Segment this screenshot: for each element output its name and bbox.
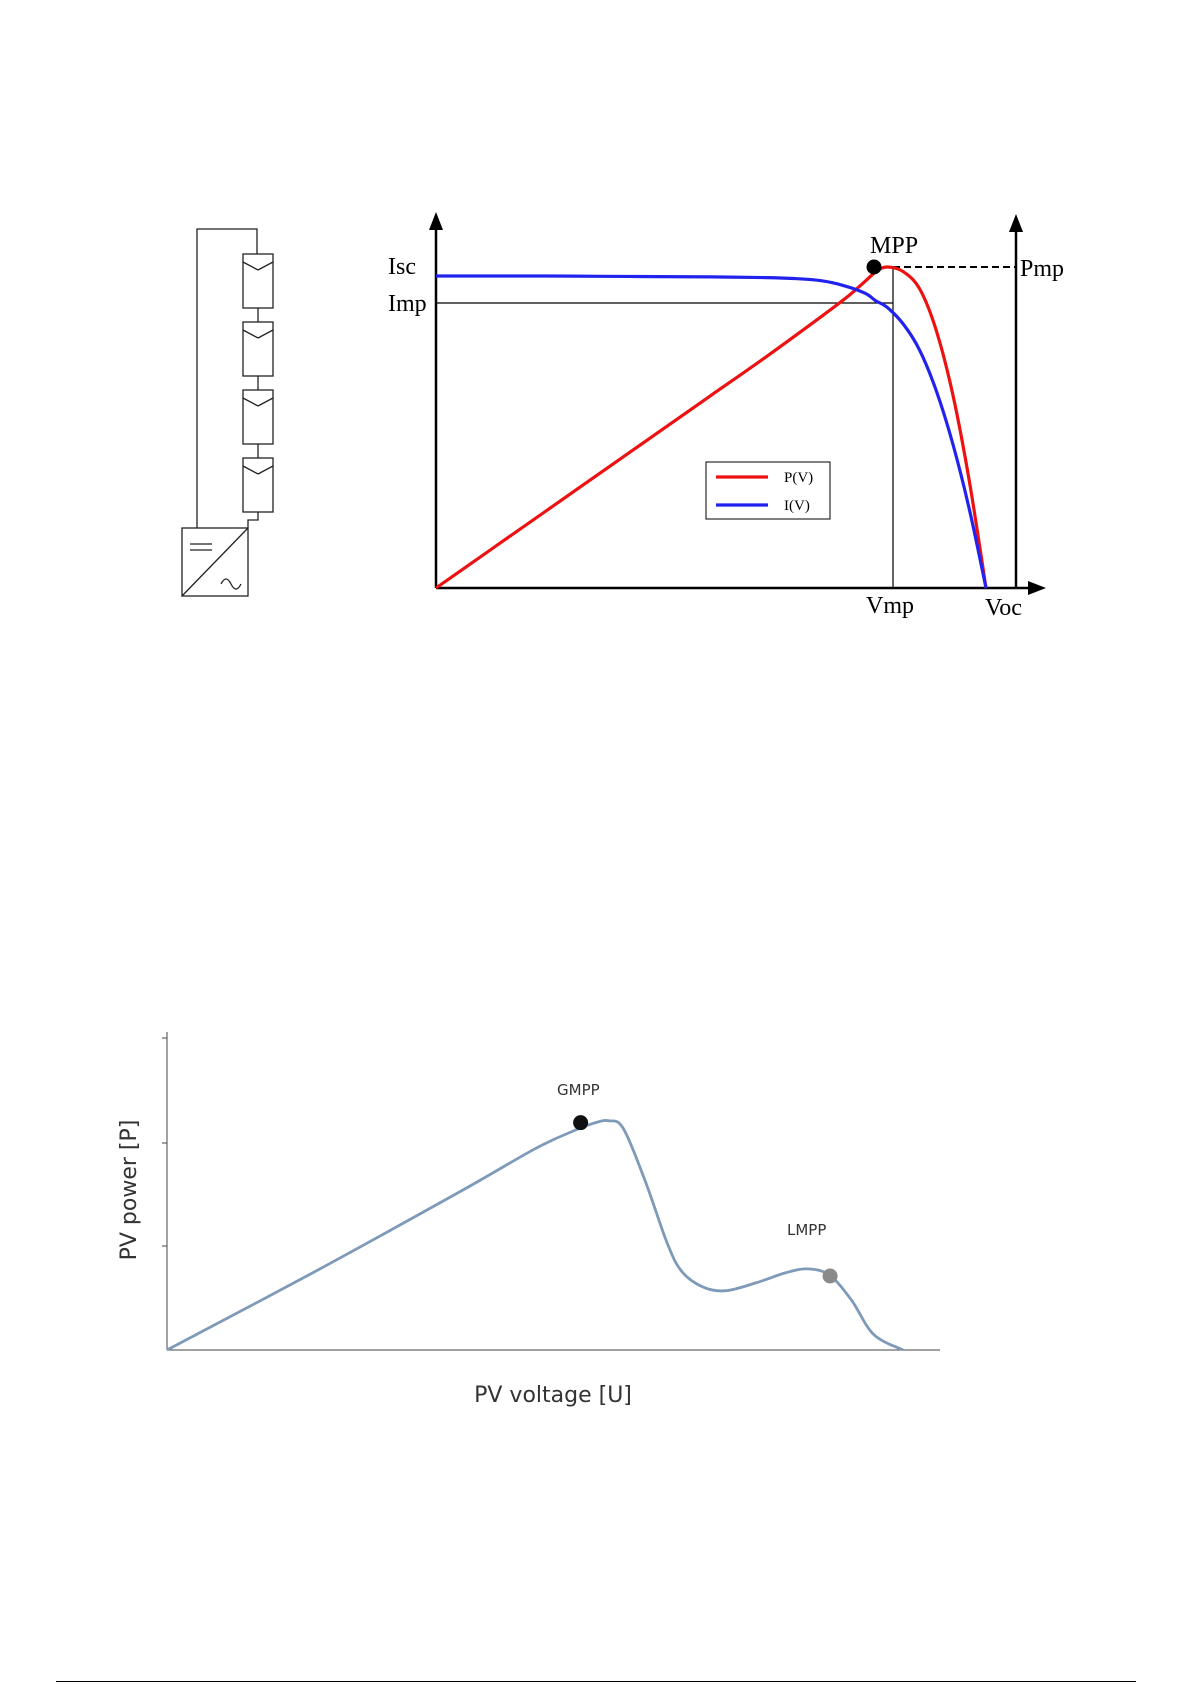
string-wire-right (247, 512, 259, 528)
legend-label-current: I(V) (784, 498, 810, 514)
pv-panel (242, 253, 274, 309)
page-bottom-rule (56, 1681, 1136, 1682)
legend: P(V) I(V) (705, 461, 831, 520)
pv-power-curve (166, 1119, 904, 1352)
lmpp-label: LMPP (787, 1221, 826, 1239)
x-tick-vmp: Vmp (866, 593, 914, 619)
y-tick-imp: Imp (388, 291, 427, 317)
lmpp-point (822, 1268, 838, 1284)
power-curve (435, 265, 988, 590)
legend-label-power: P(V) (784, 470, 813, 486)
x-axis-arrow (1028, 581, 1046, 595)
mpp-label: MPP (870, 233, 918, 259)
legend-box (705, 461, 831, 520)
y-axis-power-arrow (1009, 214, 1023, 232)
pv-panel (242, 389, 274, 445)
y-axis-arrow (429, 212, 443, 230)
mpp-point (866, 259, 882, 275)
pv-string-schematic (181, 228, 274, 597)
x-tick-voc: Voc (985, 595, 1022, 621)
y2-tick-pmp: Pmp (1020, 256, 1064, 282)
inverter-icon (181, 527, 249, 597)
pv-panel (242, 457, 274, 513)
gmpp-point (573, 1115, 589, 1131)
gmpp-lmpp-chart: GMPP LMPP PV voltage [U] PV power [P] (117, 1032, 940, 1408)
string-wire-left (196, 228, 258, 528)
gmpp-label: GMPP (557, 1081, 600, 1099)
y-tick-isc: Isc (388, 254, 416, 280)
pv-panel (242, 321, 274, 377)
current-curve (436, 274, 988, 589)
y-axis-label: PV power [P] (117, 1120, 142, 1261)
x-axis-label: PV voltage [U] (474, 1383, 632, 1408)
iv-pv-chart: MPP Isc Imp Pmp Vmp Voc P(V) I(V) (388, 212, 1064, 621)
